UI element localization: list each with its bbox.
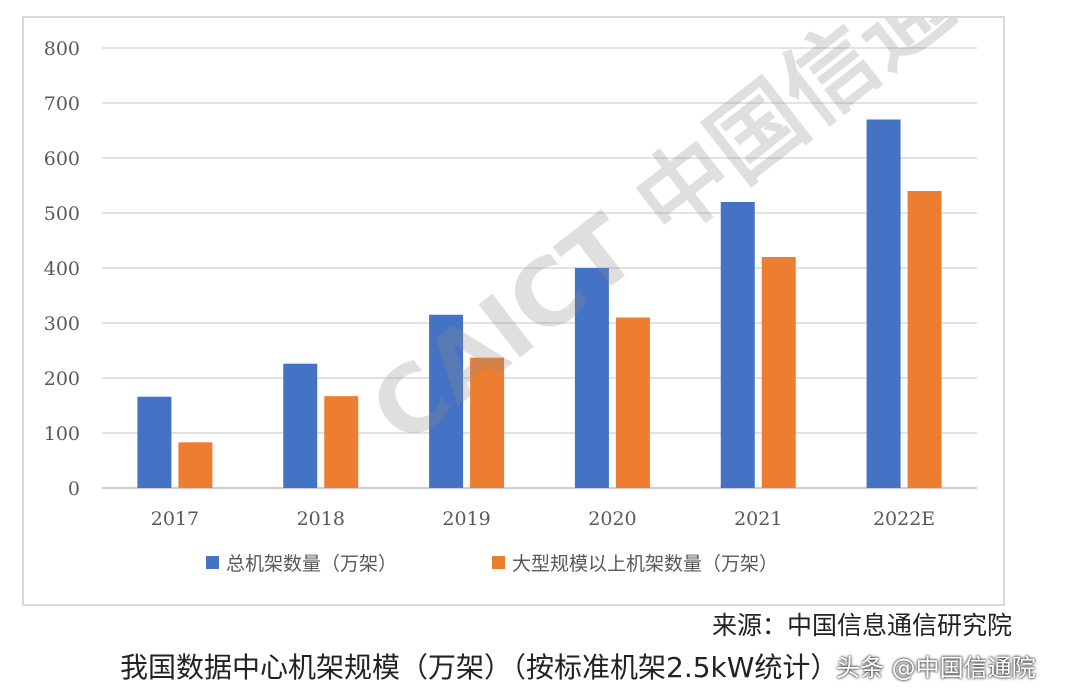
y-tick-label: 100 [44,423,80,445]
legend-label: 大型规模以上机架数量（万架） [512,553,778,575]
source-note: 来源：中国信息通信研究院 [712,611,1013,640]
y-tick-label: 500 [44,203,80,225]
bar-total-2018 [283,363,318,488]
chart-frame: 0 100 200 300 400 500 600 700 800 2017 2018 2019 20… [22,16,1005,606]
bar-large-2018 [324,396,359,488]
bar-large-2020 [615,317,650,488]
y-tick-label: 200 [44,368,80,390]
x-tick-label: 2021 [734,508,782,530]
y-tick-label: 400 [44,258,80,280]
bar-total-2019 [429,314,464,488]
x-tick-label: 2022E [873,508,935,530]
credit-watermark: 头条 @中国信通院 [836,654,1036,682]
bar-large-2022E [907,191,942,488]
bar-chart: 0 100 200 300 400 500 600 700 800 2017 2018 2019 20… [44,18,1003,575]
x-tick-label: 2020 [588,508,636,530]
y-tick-label: 800 [44,38,80,60]
x-tick-label: 2019 [442,508,490,530]
chart-caption: 我国数据中心机架规模（万架）（按标准机架2.5kW统计） [120,651,839,684]
y-tick-label: 700 [44,93,80,115]
watermark: CAICT 中国信通院 [352,18,1003,465]
y-tick-label: 300 [44,313,80,335]
legend-swatch [206,556,219,569]
bar-large-2019 [470,357,505,488]
bar-large-2017 [178,442,213,488]
legend-swatch [492,556,505,569]
bar-total-2022E [866,119,901,488]
bar-total-2017 [137,396,172,488]
bar-total-2021 [720,202,755,488]
x-tick-label: 2018 [297,508,345,530]
y-tick-label: 0 [68,478,80,500]
bar-large-2021 [761,257,796,488]
x-tick-label: 2017 [151,508,199,530]
bar-total-2020 [574,268,609,488]
legend-label: 总机架数量（万架） [226,553,397,575]
y-tick-label: 600 [44,148,80,170]
